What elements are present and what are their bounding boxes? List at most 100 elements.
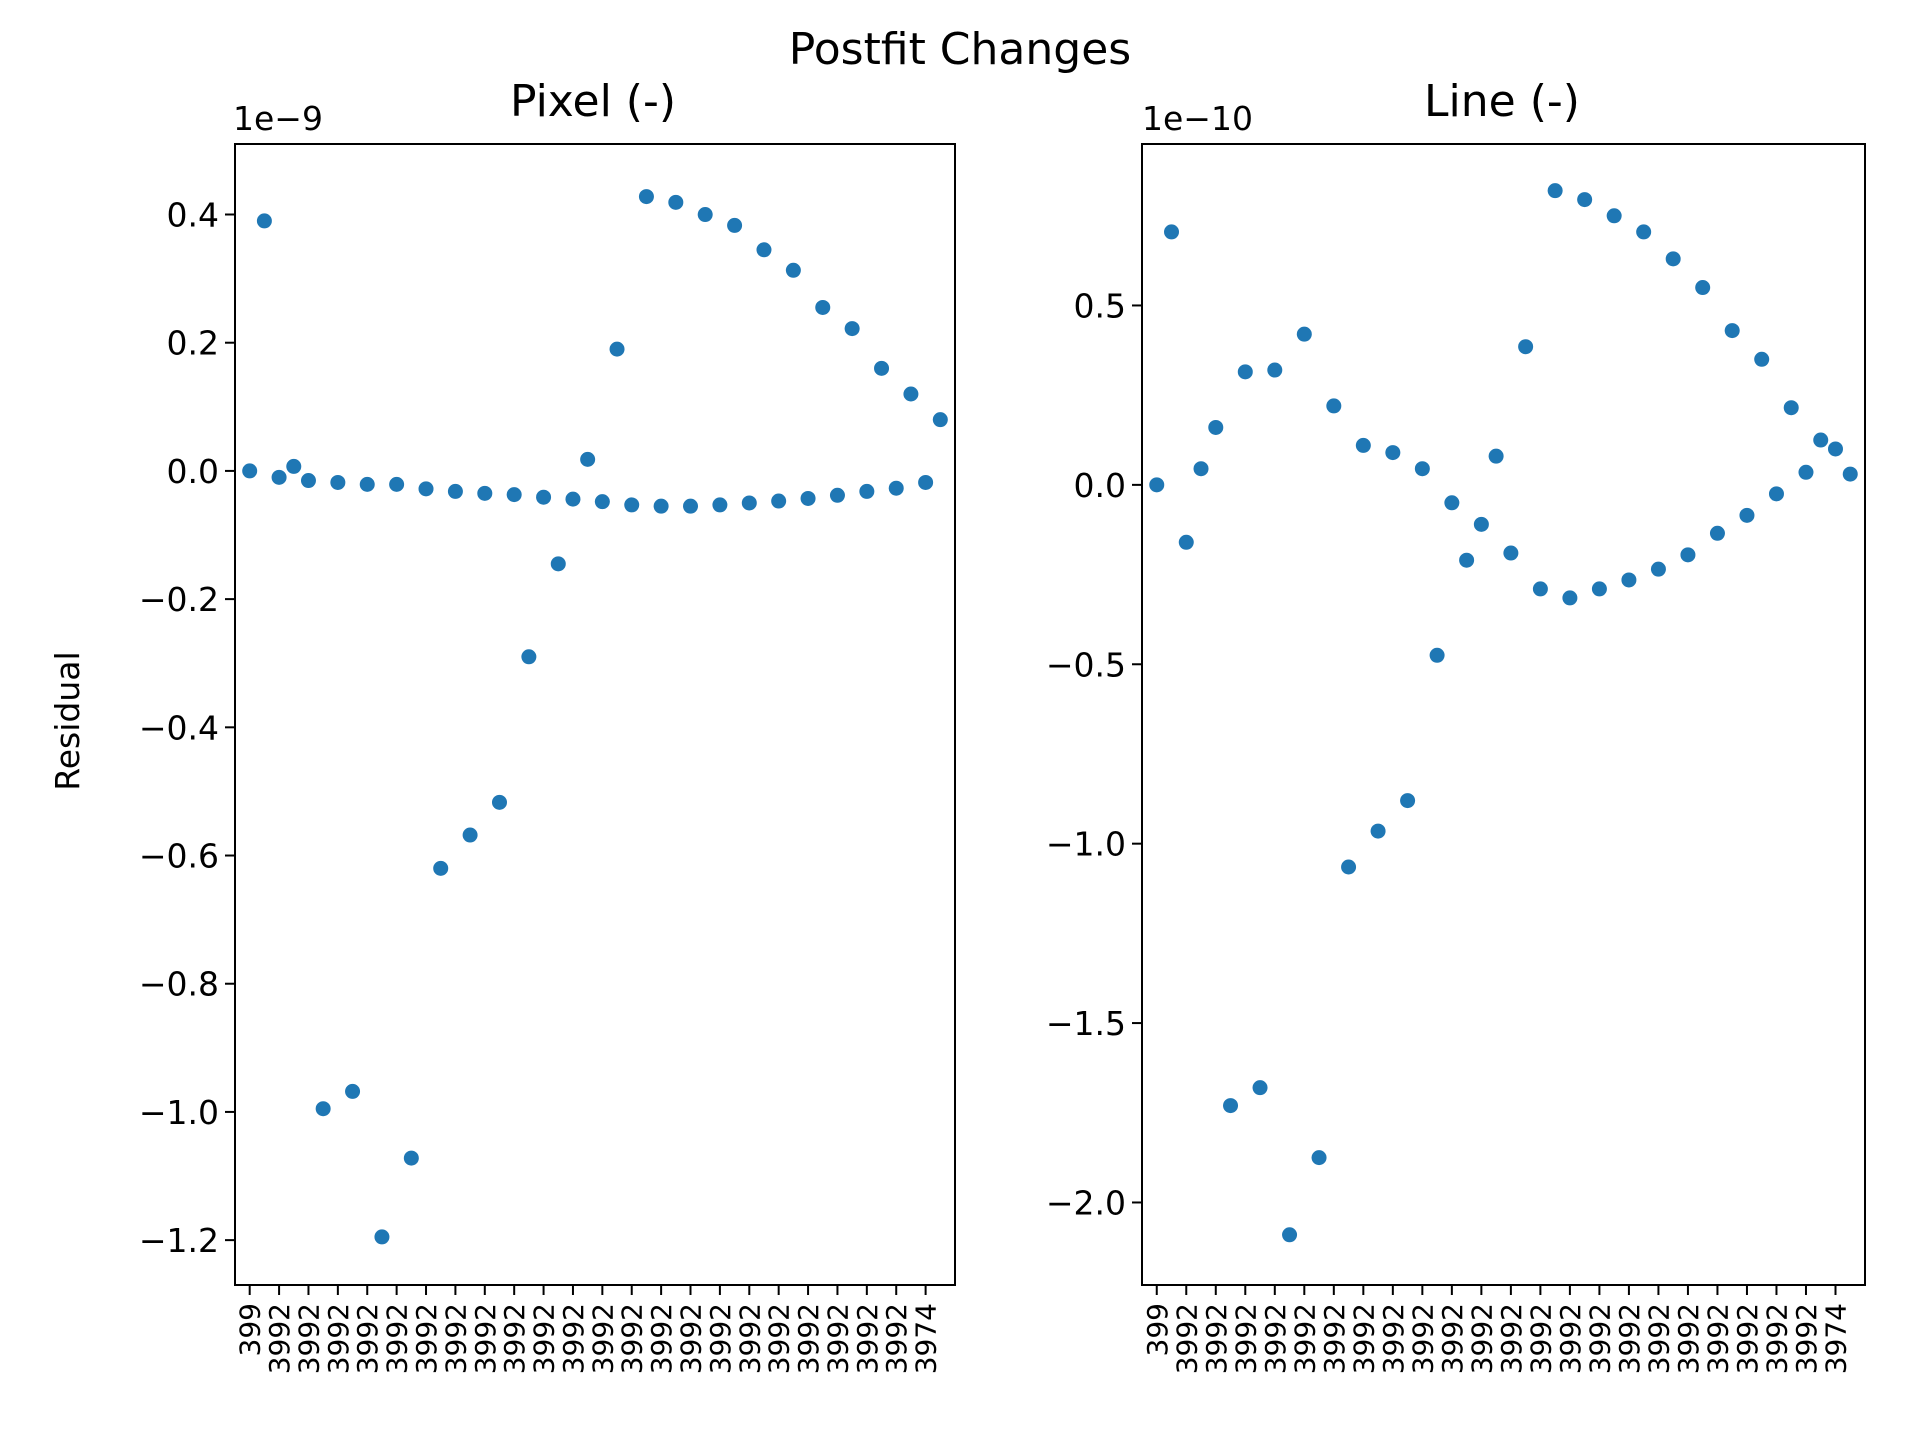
pixel-xtick-label: 3992 bbox=[439, 1303, 472, 1374]
pixel-data-point bbox=[874, 360, 890, 376]
line-data-point bbox=[1444, 495, 1460, 511]
line-data-point bbox=[1680, 547, 1696, 563]
pixel-xtick-label: 3992 bbox=[704, 1303, 737, 1374]
line-data-point bbox=[1178, 534, 1194, 550]
pixel-data-point bbox=[491, 794, 507, 810]
pixel-data-point bbox=[859, 483, 875, 499]
pixel-xtick-label: 3992 bbox=[821, 1303, 854, 1374]
pixel-xtick-label: 3992 bbox=[322, 1303, 355, 1374]
pixel-ytick-label: −0.8 bbox=[139, 965, 219, 1004]
line-data-point bbox=[1739, 507, 1755, 523]
line-data-point bbox=[1768, 486, 1784, 502]
pixel-data-point bbox=[727, 217, 743, 233]
pixel-data-point bbox=[771, 493, 787, 509]
line-data-point bbox=[1724, 323, 1740, 339]
line-data-point bbox=[1296, 326, 1312, 342]
line-xtick-label: 3992 bbox=[1318, 1303, 1351, 1374]
pixel-offset-label: 1e−9 bbox=[233, 99, 323, 138]
pixel-data-point bbox=[315, 1101, 331, 1117]
line-xtick-label: 3992 bbox=[1642, 1303, 1675, 1374]
line-data-point bbox=[1695, 280, 1711, 296]
line-data-point bbox=[1827, 441, 1843, 457]
pixel-xtick-label: 3992 bbox=[586, 1303, 619, 1374]
line-data-point bbox=[1164, 224, 1180, 240]
line-xtick-label: 3992 bbox=[1259, 1303, 1292, 1374]
line-data-point bbox=[1473, 516, 1489, 532]
line-xtick-label: 3992 bbox=[1672, 1303, 1705, 1374]
pixel-data-point bbox=[697, 207, 713, 223]
line-data-point bbox=[1370, 823, 1386, 839]
pixel-panel-title: Pixel (-) bbox=[510, 76, 676, 127]
pixel-data-point bbox=[433, 860, 449, 876]
pixel-data-point bbox=[918, 474, 934, 490]
pixel-data-point bbox=[374, 1229, 390, 1245]
pixel-data-point bbox=[668, 194, 684, 210]
line-ytick-label: −1.5 bbox=[1046, 1004, 1126, 1043]
line-data-point bbox=[1621, 572, 1637, 588]
pixel-data-point bbox=[815, 299, 831, 315]
pixel-ytick-label: 0.0 bbox=[167, 452, 219, 491]
line-data-point bbox=[1532, 581, 1548, 597]
line-xtick-label: 3992 bbox=[1465, 1303, 1498, 1374]
line-xtick-label: 3974 bbox=[1819, 1303, 1852, 1374]
line-data-point bbox=[1459, 552, 1475, 568]
pixel-xtick-label: 3992 bbox=[528, 1303, 561, 1374]
pixel-data-point bbox=[785, 262, 801, 278]
line-xtick-label: 3992 bbox=[1229, 1303, 1262, 1374]
pixel-xtick-label: 3992 bbox=[763, 1303, 796, 1374]
line-ytick-label: −0.5 bbox=[1046, 645, 1126, 684]
pixel-data-point bbox=[829, 487, 845, 503]
pixel-data-point bbox=[462, 827, 478, 843]
line-data-point bbox=[1282, 1227, 1298, 1243]
pixel-data-point bbox=[242, 463, 258, 479]
line-data-point bbox=[1414, 461, 1430, 477]
pixel-data-point bbox=[477, 485, 493, 501]
pixel-data-point bbox=[653, 498, 669, 514]
line-xtick-label: 3992 bbox=[1790, 1303, 1823, 1374]
line-xtick-label: 3992 bbox=[1583, 1303, 1616, 1374]
pixel-xtick-label: 3992 bbox=[733, 1303, 766, 1374]
line-data-point bbox=[1665, 251, 1681, 267]
pixel-data-point bbox=[609, 341, 625, 357]
pixel-ytick-label: −0.4 bbox=[139, 708, 219, 747]
line-data-point bbox=[1429, 647, 1445, 663]
line-data-point bbox=[1636, 224, 1652, 240]
pixel-xtick-label: 3992 bbox=[410, 1303, 443, 1374]
line-xtick-label: 3992 bbox=[1436, 1303, 1469, 1374]
pixel-data-point bbox=[389, 476, 405, 492]
line-data-point bbox=[1149, 477, 1165, 493]
line-data-point bbox=[1341, 859, 1357, 875]
pixel-data-point bbox=[550, 556, 566, 572]
line-data-point bbox=[1385, 445, 1401, 461]
pixel-data-point bbox=[565, 491, 581, 507]
line-axes-frame bbox=[1141, 143, 1866, 1286]
figure-suptitle: Postfit Changes bbox=[789, 24, 1131, 75]
line-residual-panel: Line (-) 1e−10 0.5 0.0 −0.5 −1.0 −1.5 −2.0 399… bbox=[1046, 76, 1866, 1374]
line-xtick-label: 3992 bbox=[1613, 1303, 1646, 1374]
pixel-data-point bbox=[330, 474, 346, 490]
line-xtick-label: 3992 bbox=[1347, 1303, 1380, 1374]
pixel-xtick-label: 3992 bbox=[851, 1303, 884, 1374]
pixel-xtick-label: 3992 bbox=[675, 1303, 708, 1374]
pixel-data-point bbox=[418, 481, 434, 497]
line-xtick-label: 399 bbox=[1141, 1303, 1174, 1356]
line-data-point bbox=[1813, 432, 1829, 448]
pixel-xtick-label: 3992 bbox=[557, 1303, 590, 1374]
pixel-xtick-label: 3992 bbox=[645, 1303, 678, 1374]
line-data-point bbox=[1518, 339, 1534, 355]
line-xtick-label: 3992 bbox=[1377, 1303, 1410, 1374]
pixel-data-point bbox=[447, 483, 463, 499]
pixel-data-point bbox=[300, 473, 316, 489]
pixel-data-point bbox=[286, 458, 302, 474]
pixel-data-point bbox=[506, 487, 522, 503]
pixel-xtick-label: 3992 bbox=[263, 1303, 296, 1374]
pixel-y-axis-label: Residual bbox=[48, 651, 87, 790]
pixel-data-point bbox=[756, 242, 772, 258]
pixel-data-point bbox=[800, 490, 816, 506]
pixel-xtick-label: 3992 bbox=[498, 1303, 531, 1374]
pixel-xtick-label: 3992 bbox=[616, 1303, 649, 1374]
line-data-point bbox=[1591, 581, 1607, 597]
pixel-xtick-label: 3992 bbox=[792, 1303, 825, 1374]
pixel-axes-frame bbox=[234, 143, 956, 1286]
line-data-point bbox=[1208, 419, 1224, 435]
